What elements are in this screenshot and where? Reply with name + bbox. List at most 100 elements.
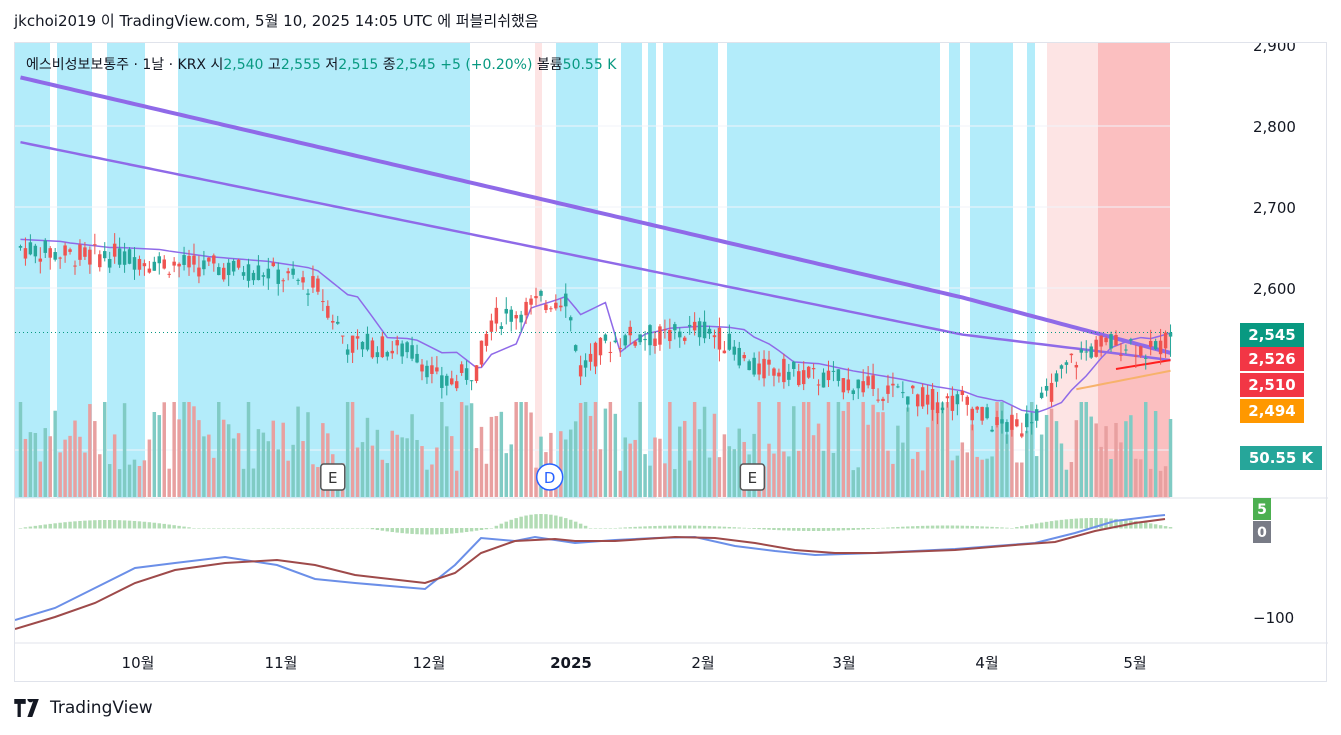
candle-body	[821, 372, 826, 388]
candle-body	[1153, 341, 1158, 350]
macd-histogram-bar	[33, 525, 38, 529]
volume-bar	[459, 402, 464, 497]
macd-histogram-bar	[286, 528, 290, 529]
candle-body	[653, 338, 657, 346]
candle-body	[93, 244, 97, 246]
macd-histogram-bar	[935, 525, 940, 529]
legend-high: 2,555	[280, 57, 321, 73]
volume-bar	[950, 460, 955, 497]
candle-body	[1163, 332, 1168, 349]
candle-body	[920, 387, 925, 407]
candle-body	[380, 336, 385, 358]
volume-bar	[58, 452, 62, 497]
macd-histogram-bar	[727, 526, 732, 529]
candle-body	[861, 381, 865, 393]
candle-body	[454, 381, 459, 389]
volume-bar	[167, 468, 171, 497]
volume-bar	[1089, 416, 1093, 497]
price-axis-tick: 2,800	[1253, 118, 1296, 136]
macd-histogram-bar	[28, 526, 33, 529]
candle-body	[197, 267, 201, 277]
background-band	[621, 43, 642, 498]
volume-bar	[965, 452, 970, 497]
volume-bar	[127, 464, 132, 497]
chart-frame[interactable]: EDE2,9002,8002,7002,6002,4002,5452,5262,…	[14, 42, 1328, 683]
background-band	[178, 43, 470, 498]
macd-histogram-bar	[752, 528, 756, 529]
macd-histogram-bar	[930, 525, 935, 529]
volume-bar	[464, 405, 469, 497]
price-label: 2,526	[1248, 350, 1295, 368]
candle-body	[554, 302, 558, 309]
macd-histogram-bar	[212, 528, 216, 529]
volume-bar	[678, 426, 682, 497]
macd-histogram-bar	[375, 528, 380, 530]
macd-histogram-bar	[920, 525, 925, 529]
volume-bar	[881, 412, 885, 497]
macd-histogram-bar	[826, 528, 831, 531]
volume-bar	[930, 402, 935, 497]
candle-body	[772, 368, 776, 376]
volume-bar	[296, 406, 300, 497]
candle-body	[1029, 422, 1034, 424]
macd-histogram-bar	[18, 528, 23, 529]
macd-histogram-bar	[73, 521, 77, 529]
macd-histogram-bar	[241, 528, 246, 529]
macd-histogram-bar	[792, 528, 796, 531]
volume-bar	[301, 441, 305, 497]
moving-average-red	[1115, 359, 1171, 370]
macd-histogram-bar	[697, 525, 702, 529]
macd-histogram-bar	[653, 525, 657, 529]
volume-bar	[1074, 420, 1079, 497]
macd-histogram-bar	[489, 528, 494, 529]
macd-histogram-bar	[365, 528, 370, 529]
volume-bar	[623, 437, 627, 497]
macd-histogram-bar	[1163, 526, 1168, 529]
macd-histogram-bar	[980, 526, 984, 529]
macd-histogram-bar	[63, 522, 67, 529]
macd-histogram-bar	[955, 525, 960, 529]
macd-histogram-bar	[896, 526, 900, 529]
macd-histogram-bar	[737, 527, 741, 529]
candle-body	[1054, 373, 1059, 382]
macd-histogram-bar	[147, 522, 152, 529]
candle-body	[782, 358, 786, 383]
volume-bar	[63, 439, 67, 497]
macd-histogram-bar	[420, 528, 424, 535]
price-chart[interactable]: EDE2,9002,8002,7002,6002,4002,5452,5262,…	[15, 43, 1328, 683]
candle-body	[425, 365, 429, 378]
indicator-label-box	[1253, 521, 1271, 543]
candle-body	[682, 337, 687, 341]
candle-body	[38, 258, 43, 262]
macd-histogram-bar	[732, 527, 737, 529]
candle-body	[217, 267, 221, 276]
volume-bar	[727, 446, 732, 497]
macd-histogram-bar	[1049, 521, 1054, 529]
macd-histogram-bar	[48, 523, 52, 529]
tradingview-logo[interactable]: TradingView	[14, 698, 153, 718]
volume-bar	[207, 434, 211, 497]
macd-histogram-bar	[598, 528, 603, 529]
candle-body	[1079, 349, 1084, 353]
volume-bar	[1039, 434, 1044, 497]
candle-body	[415, 353, 419, 363]
macd-histogram-bar	[1139, 521, 1143, 529]
dividend-marker	[535, 463, 564, 491]
background-band	[535, 43, 542, 498]
volume-bar	[806, 402, 811, 497]
macd-histogram-bar	[380, 528, 385, 531]
macd-histogram-bar	[1074, 518, 1079, 529]
candle-body	[172, 261, 176, 266]
macd-histogram-bar	[712, 526, 717, 529]
x-axis-label: 2월	[691, 654, 714, 672]
volume-bar	[559, 431, 563, 497]
candle-body	[930, 389, 935, 410]
candle-body	[1000, 419, 1004, 424]
macd-histogram-bar	[821, 528, 826, 531]
macd-histogram-bar	[1134, 521, 1138, 529]
candle-body	[137, 258, 142, 270]
macd-histogram-bar	[945, 525, 950, 529]
macd-histogram-bar	[965, 525, 970, 529]
macd-histogram-bar	[301, 528, 305, 529]
macd-histogram-bar	[1069, 518, 1074, 529]
